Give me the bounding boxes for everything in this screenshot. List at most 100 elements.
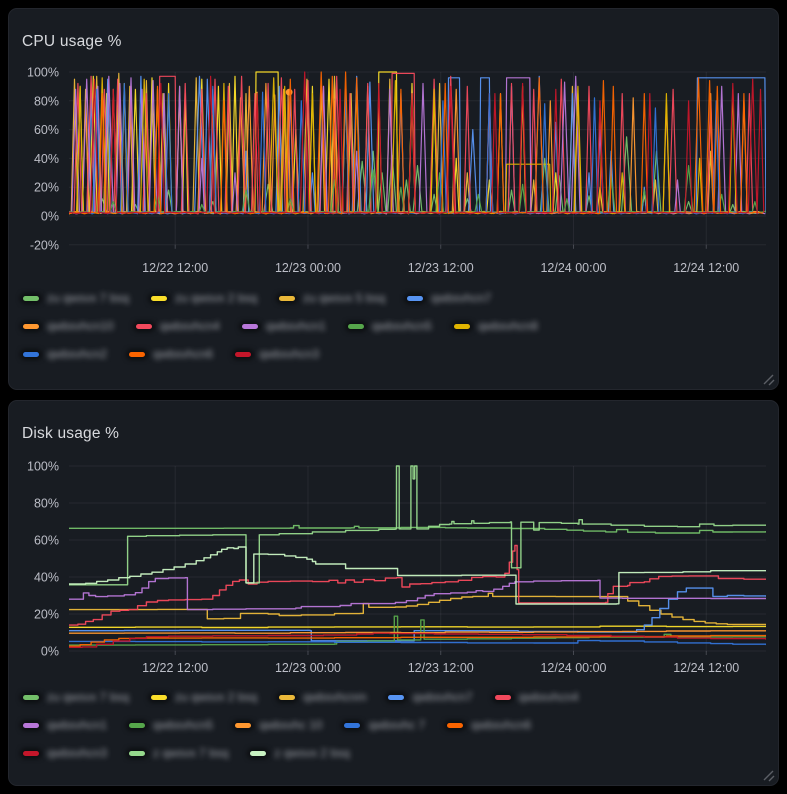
panel-cpu-usage: CPU usage % 100% 80% 60% 40% 20% 0% -20% 12/22 … [8,8,779,390]
x-axis-label: 12/24 12:00 [673,261,739,275]
plot-area[interactable] [69,465,766,648]
legend-label-redacted: qwbsvhcn5 [153,718,214,732]
x-axis-label: 12/24 00:00 [540,261,606,275]
legend-label-redacted: qwbsvhcn7 [431,291,492,305]
legend-item[interactable]: qwbsvhcn1 [23,718,107,732]
legend-label-redacted: qwbsvhcn3 [47,746,108,760]
legend-label-redacted: qwbsvhcn6 [471,718,532,732]
series-line [69,639,766,646]
series-line [69,587,766,642]
legend-item[interactable]: z qwsvx 7 bsq [129,746,228,760]
legend-label-redacted: zu qwsvx 2 bsq [175,291,258,305]
series-line [69,592,766,626]
series-color-marker-icon [494,694,511,700]
legend-label-redacted: qwbsvhcn10 [47,319,114,333]
legend-item[interactable]: qwbsvhcn5 [347,319,432,333]
legend-item[interactable]: qwbsvhcn4 [135,319,220,333]
legend-row: qwbsvhcn3 z qwsvx 7 bsq z qwsvx 2 bsq [23,746,770,760]
legend-row: qwbsvhcn1 qwbsvhcn5 qwbsvhc 10 qwbsvhc 7 qwb… [23,718,770,732]
legend-item[interactable]: qwbsvhcn8 [453,319,538,333]
x-axis-label: 12/23 00:00 [275,661,341,675]
legend-item[interactable]: qwbsvhcnm [279,690,366,704]
series-point-marker[interactable] [285,88,293,96]
cpu-usage-chart[interactable]: 100% 80% 60% 40% 20% 0% -20% 12/22 12:00 12/23 0… [9,59,780,289]
legend-item[interactable]: qwbsvhcn6 [447,718,531,732]
y-axis-label: 60% [34,534,59,548]
legend-label-redacted: zu qwsvx 2 bsq [175,690,258,704]
series-color-marker-icon [347,323,364,329]
series-line [69,577,766,611]
x-axis-label: 12/23 00:00 [275,261,341,275]
series-color-marker-icon [23,351,39,357]
series-line [69,630,766,634]
x-axis-label: 12/23 12:00 [408,661,474,675]
legend-item[interactable]: zu qwsvx 7 bsq [23,291,129,305]
legend-item[interactable]: z qwsvx 2 bsq [250,746,350,760]
panel-resize-handle[interactable] [762,769,775,782]
legend-item[interactable]: zu qwsvx 2 bsq [151,690,257,704]
legend-item[interactable]: zu qwsvx 5 bsq [279,291,385,305]
legend: zu qwsvx 7 bsq zu qwsvx 2 bsq qwbsvhcnm qwb… [23,690,770,774]
series-color-marker-icon [407,295,424,301]
legend-item[interactable]: qwbsvhcn5 [129,718,213,732]
x-axis-label: 12/24 00:00 [540,661,606,675]
legend-label-redacted: qwbsvhcnm [303,690,367,704]
legend-label-redacted: qwbsvhcn1 [265,319,326,333]
series-line [69,544,766,626]
series-color-marker-icon [135,323,152,329]
series-color-marker-icon [23,722,39,728]
panel-disk-usage: Disk usage % 100% 80% 60% 40% 20% 0% 12/22 12:… [8,400,779,786]
series-color-marker-icon [344,722,361,728]
series-color-marker-icon [250,750,267,756]
legend-label-redacted: qwbsvhcn4 [518,690,579,704]
legend-item[interactable]: zu qwsvx 7 bsq [23,690,129,704]
legend-item[interactable]: qwbsvhcn7 [407,291,491,305]
legend-item[interactable]: zu qwsvx 2 bsq [151,291,257,305]
y-axis-label: 20% [34,181,59,195]
series-line [69,465,766,586]
legend-label-redacted: z qwsvx 2 bsq [274,746,350,760]
series-color-marker-icon [279,694,296,700]
plot-area[interactable] [69,71,766,215]
series-color-marker-icon [129,750,146,756]
legend-item[interactable]: qwbsvhcn3 [23,746,107,760]
y-axis-label: 100% [27,66,59,80]
legend-item[interactable]: qwbsvhc 10 [235,718,322,732]
series-line [69,625,766,629]
legend-item[interactable]: qwbsvhcn7 [388,690,473,704]
legend-item[interactable]: qwbsvhcn1 [241,319,326,333]
legend-item[interactable]: qwbsvhcn2 [23,347,107,361]
panel-resize-handle[interactable] [762,373,775,386]
series-color-marker-icon [241,323,258,329]
y-axis-label: 20% [34,608,59,622]
series-line [69,71,765,215]
y-axis-label: 0% [41,210,59,224]
series-color-marker-icon [151,295,168,301]
series-color-marker-icon [447,722,464,728]
legend-item[interactable]: qwbsvhc 7 [344,718,425,732]
series-color-marker-icon [453,323,470,329]
x-axis-label: 12/23 12:00 [408,261,474,275]
series-color-marker-icon [388,694,405,700]
legend-label-redacted: zu qwsvx 7 bsq [47,291,130,305]
panel-title[interactable]: CPU usage % [22,32,122,50]
panel-title[interactable]: Disk usage % [22,424,120,442]
legend-item[interactable]: qwbsvhcn3 [235,347,319,361]
series-line [69,546,766,605]
disk-usage-chart[interactable]: 100% 80% 60% 40% 20% 0% 12/22 12:00 12/23 00:00… [9,451,780,686]
legend-label-redacted: qwbsvhc 10 [259,718,323,732]
legend-item[interactable]: qwbsvhcn10 [23,319,114,333]
legend-label-redacted: qwbsvhcn7 [412,690,473,704]
y-axis-label: 60% [34,123,59,137]
series-color-marker-icon [23,694,39,700]
legend-row: qwbsvhcn10 qwbsvhcn4 qwbsvhcn1 qwbsvhcn5 qwb… [23,319,770,333]
legend-label-redacted: qwbsvhc 7 [368,718,426,732]
y-axis-label: -20% [30,238,59,252]
series-color-marker-icon [23,295,39,301]
legend-row: qwbsvhcn2 qwbsvhcn6 qwbsvhcn3 [23,347,770,361]
legend-item[interactable]: qwbsvhcn6 [129,347,213,361]
series-color-marker-icon [23,750,39,756]
legend-label-redacted: qwbsvhcn5 [371,319,432,333]
y-axis-label: 40% [34,152,59,166]
legend-item[interactable]: qwbsvhcn4 [494,690,579,704]
